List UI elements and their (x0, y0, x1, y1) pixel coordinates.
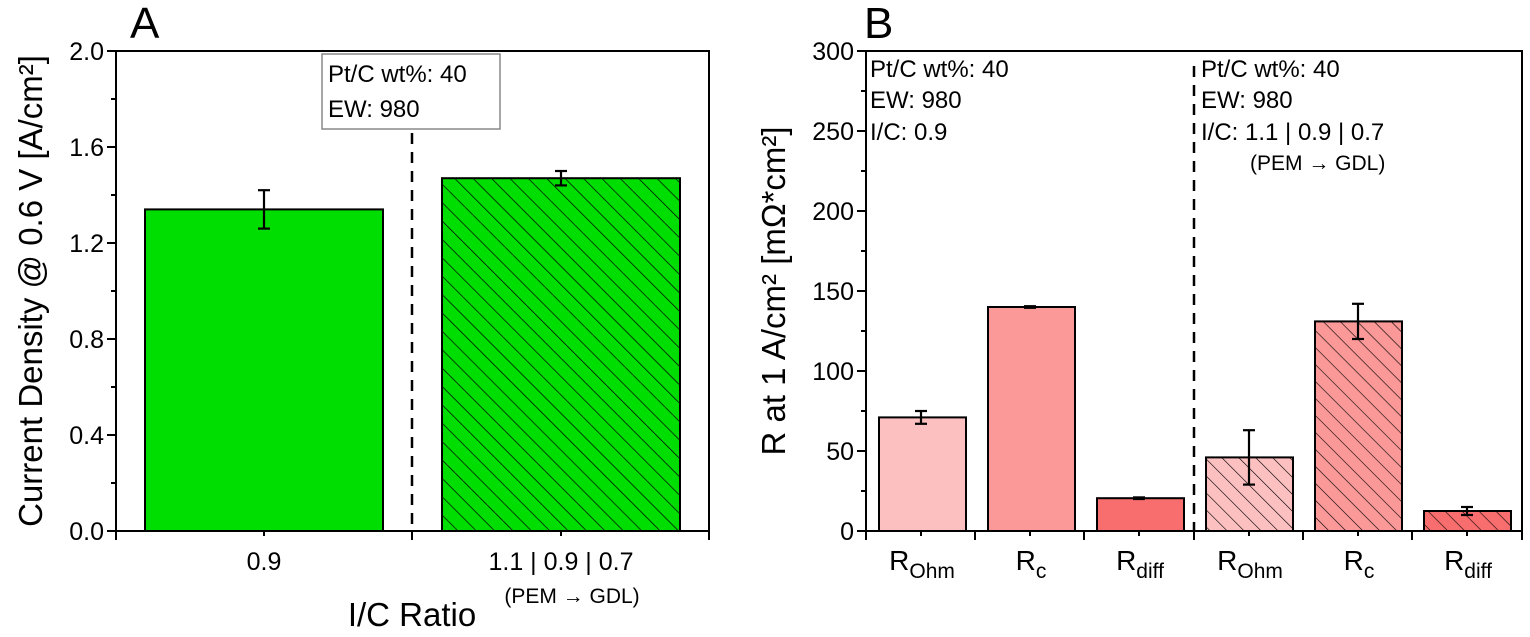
panel-b-annotation-right-line-2: EW: 980 (1201, 87, 1293, 114)
panel-a-bars (144, 177, 681, 532)
panel-a-y-tick-label: 0.8 (69, 326, 104, 354)
panel-a-error-bar-1 (555, 169, 567, 187)
panel-a-x-tick-1: 1.1 | 0.9 | 0.7 (488, 548, 633, 576)
panel-a-x-axis-title: I/C Ratio (348, 596, 476, 633)
panel-a-y-tick-label: 0.0 (69, 518, 104, 546)
panel-a-y-axis-title: Current Density @ 0.6 V [A/cm²] (12, 55, 49, 527)
panel-b-y-tick-label: 250 (812, 118, 854, 146)
panel-a-y-tick-label: 0.4 (69, 422, 104, 450)
panel-b-y-axis: 0 50 100 150 200 250 300 (812, 38, 866, 546)
panel-b-bar-r-c-1 (987, 306, 1076, 532)
panel-b-y-axis-title: R at 1 A/cm² [mΩ*cm²] (755, 126, 792, 455)
panel-b-x-tick-label: Rc (1016, 545, 1047, 583)
panel-b-annotation-left-line-2: EW: 980 (870, 87, 962, 114)
panel-b-error-bar-2 (1133, 496, 1145, 501)
panel-b-y-tick-label: 0 (840, 518, 854, 546)
panel-b-x-tick-label: Rc (1344, 545, 1375, 583)
panel-b-annotation-left-line-1: Pt/C wt%: 40 (870, 56, 1009, 83)
panel-a-bar-1 (441, 177, 681, 532)
panel-b-y-tick-label: 100 (812, 358, 854, 386)
panel-a-y-tick-label: 1.6 (69, 134, 104, 162)
panel-b-bar-r-c-2 (1314, 320, 1403, 532)
panel-a-annotation-box: Pt/C wt%: 40 EW: 980 (321, 53, 501, 130)
panel-a-x-tick-0: 0.9 (247, 548, 282, 576)
panel-a-error-bar-0 (258, 189, 270, 230)
panel-b-y-tick-label: 50 (826, 438, 854, 466)
panel-a-bar-0 (144, 208, 384, 532)
panel-b-x-axis: ROhm Rc Rdiff ROhm Rc Rdiff (865, 531, 1523, 583)
panel-a-y-axis: 0.0 0.4 0.8 1.2 1.6 2.0 (69, 38, 116, 546)
panel-b-error-bar-3 (1243, 429, 1255, 486)
panel-b-error-bar-4 (1352, 302, 1364, 341)
panel-b-error-bar-5 (1461, 505, 1473, 517)
panel-a-error-bars (258, 169, 567, 230)
panel-a-annotation-line-2: EW: 980 (328, 96, 420, 123)
panel-b-annotation-left: Pt/C wt%: 40 EW: 980 I/C: 0.9 (870, 56, 1009, 146)
panel-b-letter: B (864, 0, 893, 48)
panel-b-x-tick-label: Rdiff (1116, 545, 1164, 583)
panel-b-bar-r-ohm-1 (878, 416, 967, 532)
panel-a-x-axis: 0.9 1.1 | 0.9 | 0.7 (PEM → GDL) I/C Rati… (115, 531, 710, 633)
panel-b-error-bars (915, 302, 1473, 517)
panel-b-annotation-right: Pt/C wt%: 40 EW: 980 I/C: 1.1 | 0.9 | 0.… (1201, 56, 1385, 175)
panel-b-y-tick-label: 300 (812, 38, 854, 66)
panel-b-y-tick-label: 200 (812, 198, 854, 226)
panel-a: A Pt/C wt%: 40 EW: 980 0.0 0.4 0.8 1.2 1.6 2.… (12, 0, 710, 633)
panel-b-bar-r-diff-1 (1096, 497, 1185, 533)
panel-b-error-bar-0 (915, 409, 927, 425)
panel-b-annotation-left-line-3: I/C: 0.9 (870, 119, 947, 146)
panel-b: B Pt/C wt%: 40 EW: 980 I/C: 0.9 Pt/C wt%… (755, 0, 1523, 583)
panel-a-letter: A (130, 0, 160, 48)
panel-b-y-tick-label: 150 (812, 278, 854, 306)
panel-a-y-tick-label: 1.2 (69, 230, 104, 258)
panel-b-annotation-right-line-4: (PEM → GDL) (1250, 152, 1385, 175)
panel-a-y-tick-label: 2.0 (69, 38, 104, 66)
panel-b-annotation-right-line-1: Pt/C wt%: 40 (1201, 56, 1340, 83)
panel-b-x-tick-label: Rdiff (1444, 545, 1492, 583)
panel-a-x-tick-1-sublabel: (PEM → GDL) (504, 585, 639, 608)
panel-b-error-bar-1 (1024, 305, 1036, 309)
panel-b-bars (878, 306, 1512, 533)
panel-a-annotation-line-1: Pt/C wt%: 40 (328, 61, 467, 88)
panel-b-x-tick-label: ROhm (889, 545, 955, 583)
panel-b-x-tick-label: ROhm (1217, 545, 1283, 583)
panel-b-annotation-right-line-3: I/C: 1.1 | 0.9 | 0.7 (1201, 119, 1384, 146)
